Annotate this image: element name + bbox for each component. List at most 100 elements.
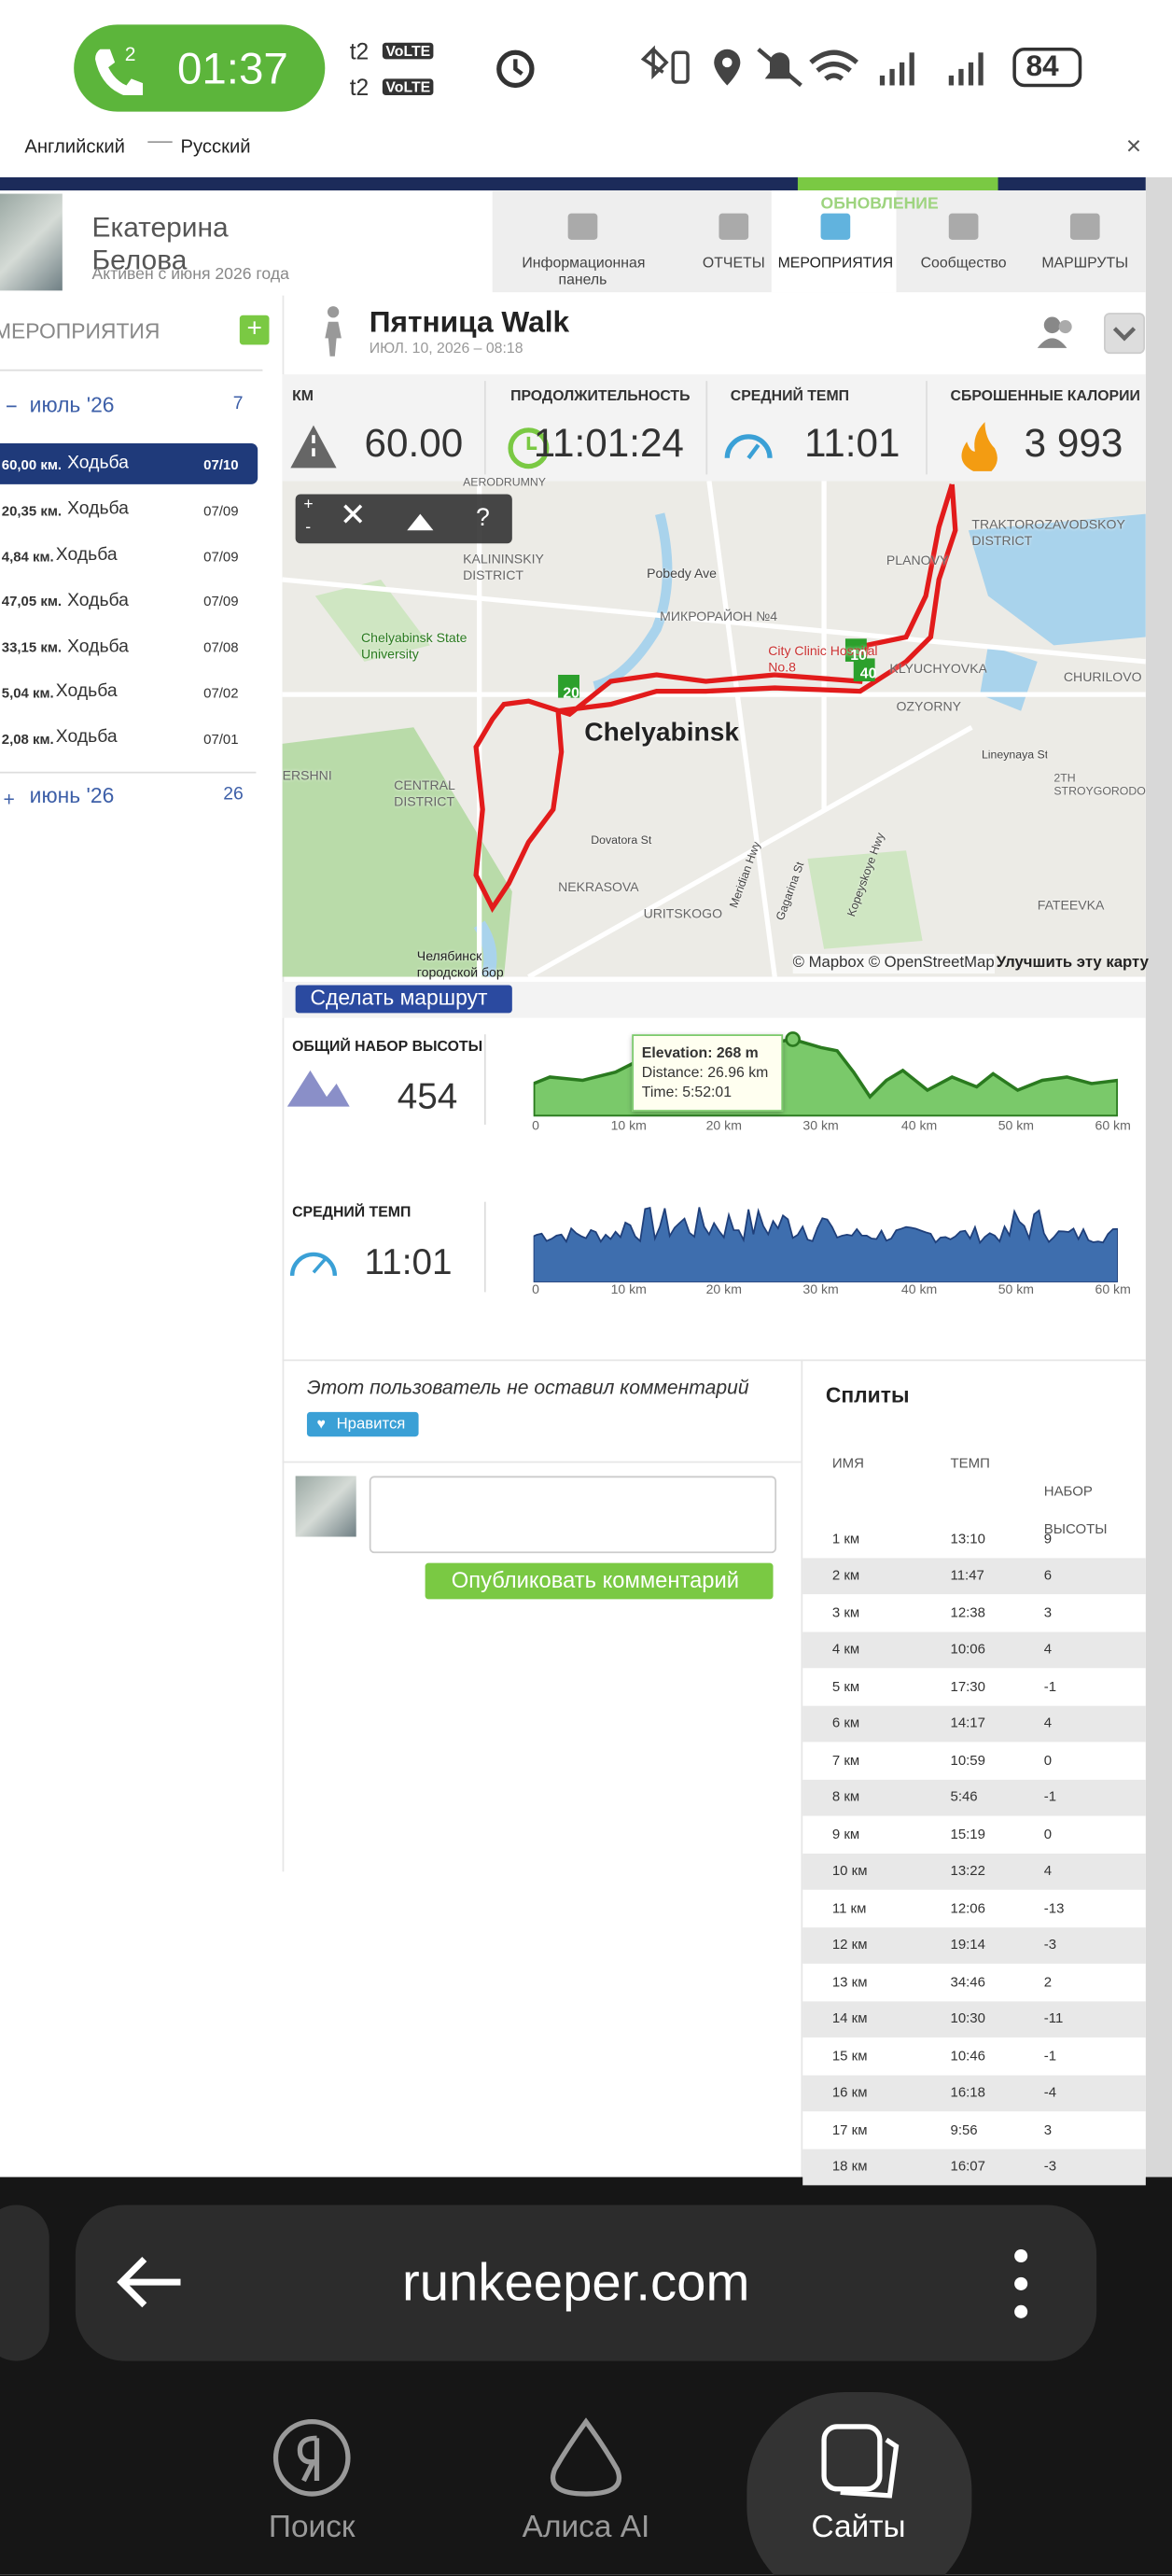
zoom-out[interactable]: - — [305, 518, 312, 538]
tooltip-line: Elevation: 268 m — [641, 1043, 759, 1060]
nav-icon — [1069, 213, 1100, 240]
activity-type[interactable]: Ходьба — [67, 454, 129, 474]
add-button[interactable]: + — [239, 315, 270, 345]
zoom-in[interactable]: + — [303, 496, 314, 514]
x-tick-label: 40 km — [900, 1282, 938, 1298]
split-cell: 10:06 — [950, 1641, 985, 1658]
map-improve-link[interactable]: Улучшить эту карту — [996, 954, 1149, 973]
split-row-bg — [802, 2074, 1146, 2111]
status-icons — [640, 45, 984, 88]
map-label: Dovatora St — [591, 835, 652, 847]
update-banner[interactable]: ОБНОВЛЕНИЕ — [820, 195, 939, 214]
nav-icon — [820, 213, 851, 240]
activity-type[interactable]: Ходьба — [55, 545, 118, 566]
split-cell: -1 — [1043, 1788, 1057, 1805]
stats-band — [282, 374, 1146, 482]
bottom-nav-label[interactable]: Сайты — [811, 2509, 906, 2544]
split-cell: 7 км — [831, 1751, 860, 1769]
map-label: PLANOVY — [886, 553, 949, 568]
map-label: NEKRASOVA — [558, 880, 639, 896]
activity-distance[interactable]: 33,15 км. — [1, 638, 63, 656]
publish-button[interactable] — [425, 1562, 774, 1600]
stat-icons — [290, 422, 998, 471]
sites-icon[interactable] — [817, 2420, 902, 2502]
active-row[interactable] — [0, 442, 258, 484]
activity-type[interactable]: Ходьба — [67, 636, 129, 656]
activity-type[interactable]: Ходьба — [55, 681, 118, 702]
split-cell: 34:46 — [950, 1973, 985, 1990]
nav-item[interactable]: ОТЧЕТЫ — [702, 253, 765, 271]
nav-item[interactable]: МЕРОПРИЯТИЯ — [777, 253, 894, 271]
split-cell: 9:56 — [950, 2121, 978, 2138]
split-cell: -11 — [1043, 2009, 1064, 2027]
like-label[interactable]: Нравится — [336, 1415, 406, 1435]
splits-header: НАБОР ВЫСОТЫ — [1043, 1482, 1108, 1537]
activity-type[interactable]: Ходьба — [67, 590, 129, 611]
divider — [282, 1359, 1146, 1362]
activity-type[interactable]: Ходьба — [55, 727, 118, 748]
target-language[interactable]: Русский — [180, 137, 251, 159]
activity-date: 07/09 — [203, 593, 239, 610]
split-cell: 10:30 — [950, 2009, 985, 2027]
divider — [0, 771, 257, 774]
nav-item[interactable]: Сообщество — [920, 253, 1007, 271]
back-button[interactable] — [112, 2249, 190, 2315]
nav-icon — [948, 213, 979, 240]
source-language[interactable]: Английский — [24, 137, 125, 159]
map-help[interactable]: ? — [476, 504, 490, 532]
nav-item[interactable]: Информационная панель — [522, 253, 646, 288]
alice-icon[interactable] — [542, 2416, 631, 2499]
search-icon[interactable] — [271, 2416, 353, 2499]
route-button[interactable] — [295, 985, 512, 1014]
profile-since: Активен с июня 2026 года — [91, 265, 289, 285]
split-row-bg — [802, 2148, 1146, 2185]
split-row-bg — [802, 1631, 1146, 1668]
x-tick-label: 0 — [532, 1282, 539, 1298]
month-label[interactable]: июль '26 — [29, 392, 115, 418]
menu-button[interactable] — [1005, 2246, 1038, 2321]
activity-distance[interactable]: 60,00 км. — [1, 455, 63, 473]
stat-label: СРЕДНИЙ ТЕМП — [730, 386, 850, 404]
divider — [483, 1034, 486, 1125]
map-label: Челябинск городской бор — [416, 949, 504, 980]
activity-distance[interactable]: 20,35 км. — [1, 501, 63, 519]
map-label: AERODRUMNY — [463, 477, 547, 489]
activity-date: 07/09 — [203, 501, 239, 519]
map-label: CHURILOVO — [1063, 670, 1142, 685]
month-label[interactable]: июнь '26 — [29, 783, 115, 808]
activity-distance[interactable]: 2,08 км. — [1, 730, 54, 747]
x-tick-label: 40 km — [900, 1118, 938, 1134]
publish-label[interactable]: Опубликовать комментарий — [451, 1567, 740, 1593]
split-cell: 16:18 — [950, 2083, 985, 2101]
activity-type[interactable]: Ходьба — [67, 499, 129, 520]
bottom-nav-label[interactable]: Алиса AI — [522, 2509, 650, 2544]
call-pill[interactable] — [74, 24, 326, 112]
activity-distance[interactable]: 5,04 км. — [1, 684, 54, 701]
activity-distance[interactable]: 4,84 км. — [1, 547, 54, 565]
bottom-nav-label[interactable]: Поиск — [268, 2509, 356, 2544]
split-cell: 4 км — [831, 1641, 860, 1658]
activity-date: ИЮЛ. 10, 2026 – 08:18 — [369, 339, 523, 357]
heart: ♥ — [316, 1415, 326, 1432]
split-row-bg — [802, 1926, 1146, 1964]
active-tab-pill — [746, 2392, 972, 2575]
route-button-label[interactable]: Сделать маршрут — [310, 985, 488, 1011]
like-button[interactable] — [306, 1411, 419, 1437]
comment-empty: Этот пользователь не оставил комментарий — [306, 1375, 749, 1399]
split-cell: 4 — [1043, 1715, 1053, 1731]
url-bar[interactable] — [75, 2205, 1097, 2361]
activity-distance[interactable]: 47,05 км. — [1, 593, 63, 610]
comment-input[interactable] — [369, 1476, 777, 1554]
profile-name[interactable]: Екатерина Белова — [91, 211, 229, 276]
x-tick-label: 10 km — [610, 1118, 647, 1134]
stat-value: 11:01:24 — [533, 421, 684, 466]
split-cell: 12:06 — [950, 1899, 985, 1916]
split-row-bg — [802, 2000, 1146, 2037]
splits-header: ТЕМП — [950, 1454, 990, 1471]
url-text[interactable]: runkeeper.com — [401, 2252, 750, 2312]
map-label: TRAKTOROZAVODSKOY DISTRICT — [971, 517, 1125, 549]
tab-peek[interactable] — [0, 2205, 49, 2361]
nav-item[interactable]: МАРШРУТЫ — [1041, 253, 1129, 271]
map[interactable] — [282, 481, 1146, 977]
